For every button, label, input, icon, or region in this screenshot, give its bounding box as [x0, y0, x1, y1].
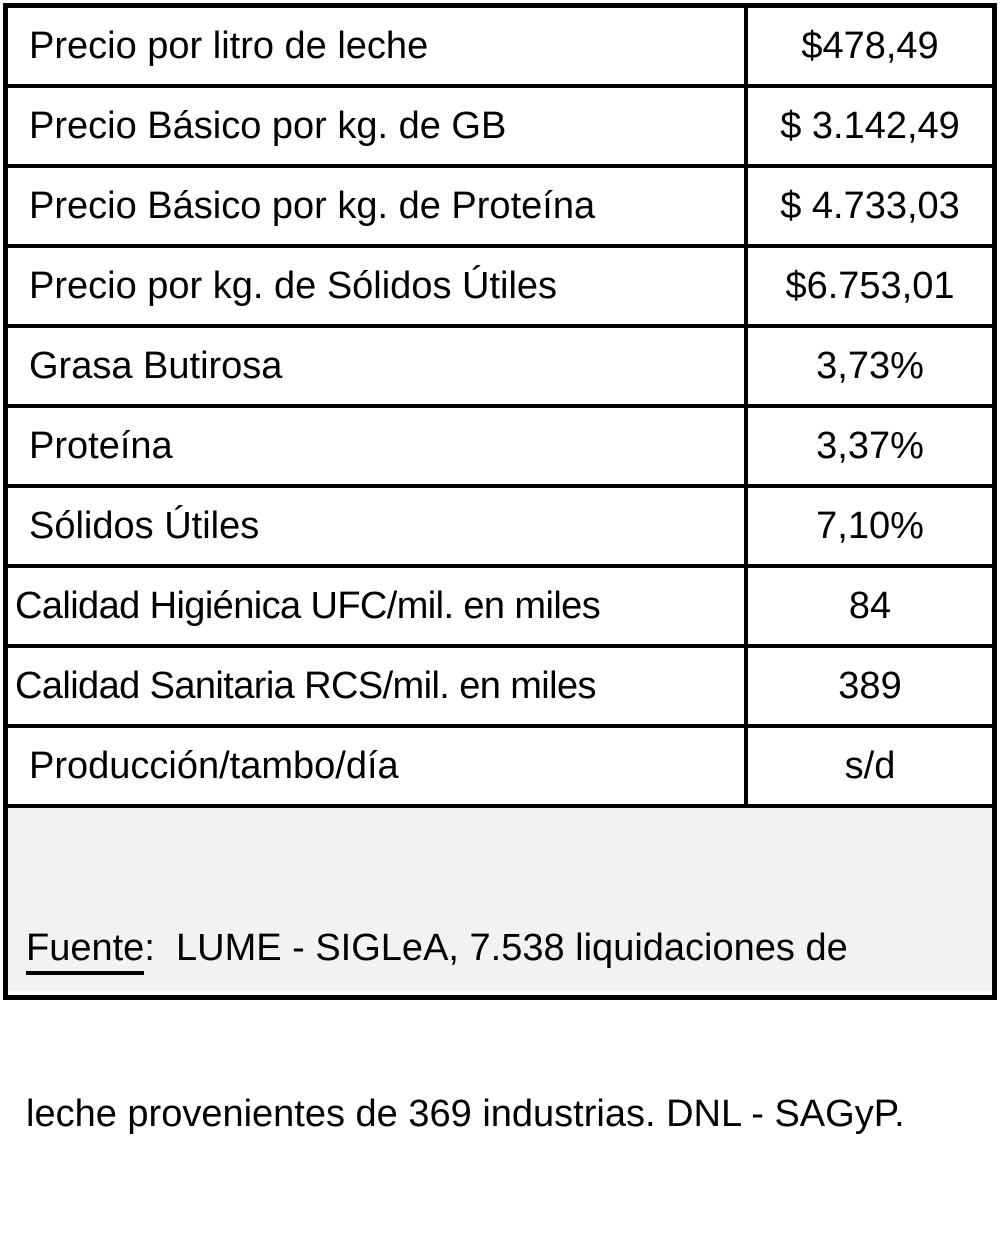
row-label-precio-solidos: Precio por kg. de Sólidos Útiles — [8, 248, 748, 324]
table-row: Precio Básico por kg. de GB $ 3.142,49 — [8, 88, 992, 168]
milk-price-table: Precio por litro de leche $478,49 Precio… — [3, 3, 997, 1135]
table-row: Calidad Sanitaria RCS/mil. en miles 389 — [8, 648, 992, 728]
source-line-1-text: LUME - SIGLeA, 7.538 liquidaciones de — [154, 927, 848, 969]
table-row: Producción/tambo/día s/d — [8, 728, 992, 808]
row-value-calidad-higienica: 84 — [848, 584, 892, 627]
source-colon: : — [144, 927, 155, 969]
table-row: Precio Básico por kg. de Proteína $ 4.73… — [8, 168, 992, 248]
row-value-precio-proteina: $ 4.733,03 — [780, 184, 960, 227]
row-label-proteina: Proteína — [8, 408, 748, 484]
row-value-grasa-butirosa: 3,73% — [816, 344, 924, 387]
row-label-precio-litro: Precio por litro de leche — [8, 8, 748, 84]
row-value-solidos-utiles: 7,10% — [816, 504, 924, 547]
table-row: Precio por kg. de Sólidos Útiles $6.753,… — [8, 248, 992, 328]
row-value-precio-litro: $478,49 — [801, 24, 939, 67]
table-row: Sólidos Útiles 7,10% — [8, 488, 992, 568]
row-label-precio-proteina: Precio Básico por kg. de Proteína — [8, 168, 748, 244]
row-value-precio-gb: $ 3.142,49 — [780, 104, 960, 147]
row-label-solidos-utiles: Sólidos Útiles — [8, 488, 748, 564]
row-value-produccion-tambo: s/d — [844, 744, 896, 787]
table-row: Proteína 3,37% — [8, 408, 992, 488]
row-value-calidad-sanitaria: 389 — [838, 664, 902, 707]
row-value-precio-solidos: $6.753,01 — [785, 264, 955, 307]
row-label-calidad-higienica: Calidad Higiénica UFC/mil. en miles — [8, 568, 748, 644]
source-line-1: Fuente: LUME - SIGLeA, 7.538 liquidacion… — [26, 908, 980, 988]
row-value-proteina: 3,37% — [816, 424, 924, 467]
table-row: Grasa Butirosa 3,73% — [8, 328, 992, 408]
row-label-produccion-tambo: Producción/tambo/día — [8, 728, 748, 804]
row-label-calidad-sanitaria: Calidad Sanitaria RCS/mil. en miles — [8, 648, 748, 724]
row-label-grasa-butirosa: Grasa Butirosa — [8, 328, 748, 404]
source-word: Fuente — [26, 927, 145, 975]
source-line-2: leche provenientes de 369 industrias. DN… — [26, 1093, 905, 1135]
source-note: Fuente: LUME - SIGLeA, 7.538 liquidacion… — [8, 808, 992, 1135]
table-row: Precio por litro de leche $478,49 — [8, 8, 992, 88]
table-row: Calidad Higiénica UFC/mil. en miles 84 — [8, 568, 992, 648]
row-label-precio-gb: Precio Básico por kg. de GB — [8, 88, 748, 164]
